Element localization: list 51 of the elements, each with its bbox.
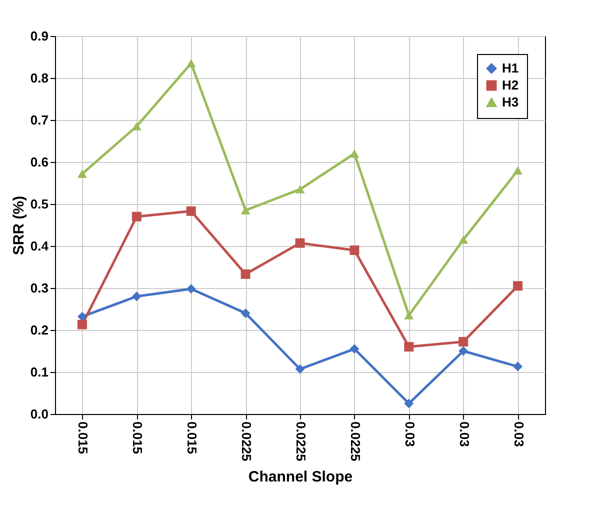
y-tick-label: 0.1	[30, 364, 48, 380]
x-tick-label: 0.015	[184, 422, 200, 454]
point	[240, 269, 250, 279]
point	[458, 337, 468, 347]
point	[513, 281, 523, 291]
point	[458, 346, 468, 356]
point	[240, 206, 250, 214]
x-tick-label: 0.03	[511, 422, 526, 447]
y-tick-label: 0.3	[30, 280, 48, 296]
point	[186, 206, 196, 216]
x-tick-label: 0.0225	[294, 422, 308, 462]
y-tick-label: 0.0	[30, 406, 48, 422]
point	[77, 312, 87, 322]
point	[132, 292, 142, 302]
point	[295, 238, 305, 248]
point	[77, 320, 87, 330]
y-axis-title: SRR (%)	[10, 196, 28, 256]
point	[186, 284, 196, 294]
point	[458, 236, 468, 244]
point	[132, 212, 142, 222]
x-tick-label: 0.03	[402, 422, 418, 447]
point	[404, 342, 414, 352]
point	[513, 166, 523, 175]
x-tick-label: 0.015	[130, 422, 146, 454]
x-tick-label: 0.015	[76, 422, 91, 454]
point	[295, 185, 305, 194]
y-tick-label: 0.4	[30, 238, 50, 254]
point	[404, 311, 414, 320]
x-tick-label: 0.0225	[239, 422, 254, 462]
x-axis-title: Channel Slope	[248, 468, 353, 486]
x-tick-label: 0.03	[456, 422, 472, 447]
point	[240, 308, 250, 318]
x-tick-label: 0.0225	[348, 422, 363, 462]
y-tick-label: 0.5	[30, 196, 48, 212]
point	[77, 170, 87, 178]
legend-label: H3	[502, 94, 519, 110]
point	[350, 149, 360, 158]
legend-label: H2	[502, 78, 519, 92]
y-tick-label: 0.8	[30, 70, 48, 86]
point	[132, 122, 142, 130]
point	[513, 362, 523, 372]
point	[186, 59, 196, 68]
y-tick-label: 0.2	[30, 322, 48, 338]
point	[404, 398, 414, 408]
y-tick-label: 0.9	[30, 28, 48, 44]
y-tick-label: 0.7	[30, 112, 48, 128]
point	[295, 364, 305, 374]
y-tick-label: 0.6	[30, 154, 48, 170]
legend-label: H1	[502, 60, 519, 76]
point	[350, 245, 360, 255]
point	[350, 344, 360, 354]
